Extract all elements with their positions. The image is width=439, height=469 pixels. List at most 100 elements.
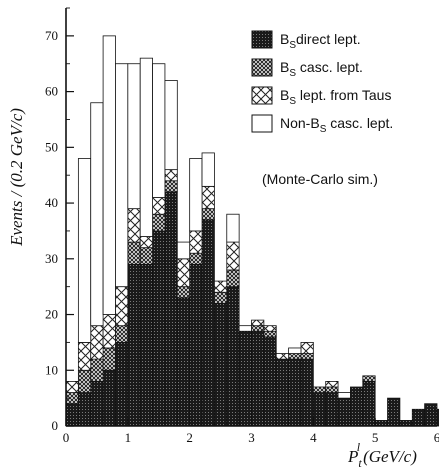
bar-non-b-s-casc-lept-2 bbox=[90, 102, 104, 327]
bar-b-s-direct-lept-7 bbox=[152, 230, 166, 427]
legend-swatch bbox=[251, 30, 273, 49]
legend-item-b-s-casc-lept: BS casc. lept. bbox=[251, 58, 363, 79]
bar-b-s-direct-lept-11 bbox=[201, 219, 215, 427]
monte-carlo-annotation: (Monte-Carlo sim.) bbox=[262, 171, 378, 187]
x-tick-label: 5 bbox=[372, 430, 379, 445]
bar-b-s-direct-lept-14 bbox=[238, 330, 252, 427]
bar-b-s-direct-lept-1 bbox=[77, 392, 92, 427]
bar-b-s-casc-lept-13 bbox=[226, 269, 240, 288]
bar-b-s-direct-lept-18 bbox=[288, 358, 302, 427]
bar-b-s-casc-lept-20 bbox=[312, 386, 327, 393]
bar-b-s-casc-lept-8 bbox=[164, 180, 178, 193]
bar-b-s-lept-from-taus-15 bbox=[251, 319, 265, 327]
bar-non-b-s-casc-lept-7 bbox=[152, 63, 166, 198]
bar-non-b-s-casc-lept-8 bbox=[164, 80, 178, 171]
bar-b-s-lept-from-taus-10 bbox=[189, 230, 203, 254]
y-axis-title: Events / (0.2 GeV/c) bbox=[7, 108, 26, 247]
y-tick-label: 10 bbox=[45, 362, 58, 377]
bar-b-s-lept-from-taus-17 bbox=[275, 353, 290, 360]
y-tick-label: 20 bbox=[45, 307, 58, 322]
bar-b-s-lept-from-taus-13 bbox=[226, 241, 240, 271]
x-tick-label: 3 bbox=[248, 430, 255, 445]
bar-b-s-casc-lept-18 bbox=[288, 353, 302, 360]
bar-b-s-direct-lept-8 bbox=[164, 191, 178, 427]
y-tick-label: 60 bbox=[45, 84, 58, 99]
y-tick-label: 30 bbox=[45, 251, 58, 266]
series-non-b-s-casc-lept bbox=[77, 35, 351, 399]
bar-non-b-s-casc-lept-18 bbox=[288, 347, 302, 354]
x-tick-label: 6 bbox=[434, 430, 439, 445]
legend-label: BS casc. lept. bbox=[280, 59, 363, 79]
bar-non-b-s-casc-lept-11 bbox=[201, 152, 215, 187]
bar-b-s-casc-lept-12 bbox=[213, 291, 228, 304]
bar-b-s-lept-from-taus-3 bbox=[102, 314, 116, 349]
bar-b-s-casc-lept-16 bbox=[263, 330, 277, 338]
legend-item-b-s-lept-from-taus: BS lept. from Taus bbox=[251, 86, 391, 107]
legend-item-non-b-s-casc-lept: Non-BS casc. lept. bbox=[251, 114, 393, 135]
bar-b-s-casc-lept-1 bbox=[77, 369, 92, 393]
bar-non-b-s-casc-lept-5 bbox=[127, 63, 141, 210]
legend-swatch bbox=[251, 58, 273, 77]
bar-b-s-lept-from-taus-8 bbox=[164, 169, 178, 182]
bar-b-s-lept-from-taus-4 bbox=[115, 286, 129, 327]
y-tick-label: 70 bbox=[45, 28, 58, 43]
bar-b-s-lept-from-taus-19 bbox=[300, 341, 314, 354]
axes-layer: 0 10 20 30 40 50 60 70 0 1 2 3 4 5 6 Events / (0.2 GeV/… bbox=[7, 7, 439, 469]
bar-b-s-casc-lept-4 bbox=[115, 325, 129, 343]
bar-b-s-direct-lept-16 bbox=[263, 336, 277, 427]
bar-b-s-direct-lept-27 bbox=[399, 420, 413, 427]
bar-b-s-casc-lept-24 bbox=[362, 375, 376, 382]
bar-b-s-direct-lept-23 bbox=[350, 386, 364, 427]
bar-b-s-lept-from-taus-9 bbox=[176, 258, 191, 288]
bar-b-s-direct-lept-29 bbox=[424, 403, 438, 427]
legend-label: BSdirect lept. bbox=[280, 31, 361, 51]
bar-b-s-direct-lept-26 bbox=[387, 397, 401, 427]
bar-b-s-direct-lept-28 bbox=[411, 408, 426, 427]
bar-non-b-s-casc-lept-9 bbox=[176, 241, 191, 260]
y-tick-label: 50 bbox=[45, 139, 58, 154]
bar-non-b-s-casc-lept-10 bbox=[189, 158, 203, 232]
bar-b-s-lept-from-taus-21 bbox=[325, 381, 339, 388]
y-tick-label: 40 bbox=[45, 195, 58, 210]
bars-layer bbox=[65, 35, 439, 427]
bar-b-s-direct-lept-0 bbox=[65, 403, 79, 427]
x-tick-label: 0 bbox=[63, 430, 70, 445]
x-tick-label: 2 bbox=[186, 430, 193, 445]
bar-b-s-casc-lept-15 bbox=[251, 325, 265, 332]
bar-non-b-s-casc-lept-13 bbox=[226, 213, 240, 243]
bar-b-s-direct-lept-3 bbox=[102, 369, 116, 427]
bar-non-b-s-casc-lept-1 bbox=[77, 158, 92, 343]
legend-swatch bbox=[251, 114, 273, 133]
legend-label: Non-BS casc. lept. bbox=[280, 115, 393, 135]
bar-b-s-lept-from-taus-12 bbox=[213, 280, 228, 293]
bar-b-s-casc-lept-19 bbox=[300, 353, 314, 360]
bar-non-b-s-casc-lept-6 bbox=[139, 57, 153, 237]
bar-b-s-direct-lept-21 bbox=[325, 392, 339, 427]
bar-b-s-direct-lept-19 bbox=[300, 358, 314, 427]
bar-b-s-lept-from-taus-7 bbox=[152, 197, 166, 215]
x-axis-title: Ptl (GeV/c) bbox=[347, 440, 417, 469]
bar-b-s-direct-lept-4 bbox=[115, 341, 129, 427]
bar-non-b-s-casc-lept-4 bbox=[115, 63, 129, 288]
legend: BSdirect lept. BS casc. lept. BS lept. fro… bbox=[251, 30, 393, 187]
legend-label: BS lept. from Taus bbox=[280, 87, 391, 107]
bar-b-s-lept-from-taus-16 bbox=[263, 325, 277, 332]
legend-swatch bbox=[251, 86, 273, 105]
bar-b-s-direct-lept-15 bbox=[251, 330, 265, 427]
bar-b-s-direct-lept-2 bbox=[90, 381, 104, 427]
legend-item-b-s-direct-lept: BSdirect lept. bbox=[251, 30, 361, 51]
bar-b-s-casc-lept-21 bbox=[325, 386, 339, 393]
bar-non-b-s-casc-lept-22 bbox=[337, 392, 351, 399]
bar-b-s-direct-lept-25 bbox=[374, 420, 388, 427]
bar-b-s-direct-lept-5 bbox=[127, 263, 141, 427]
bar-b-s-casc-lept-5 bbox=[127, 241, 141, 265]
bar-b-s-direct-lept-17 bbox=[275, 358, 290, 427]
bar-b-s-casc-lept-7 bbox=[152, 213, 166, 232]
y-tick-label: 0 bbox=[52, 418, 59, 433]
x-tick-label: 4 bbox=[310, 430, 317, 445]
x-tick-label: 1 bbox=[125, 430, 132, 445]
bar-b-s-direct-lept-24 bbox=[362, 381, 376, 427]
bar-b-s-lept-from-taus-11 bbox=[201, 185, 215, 210]
